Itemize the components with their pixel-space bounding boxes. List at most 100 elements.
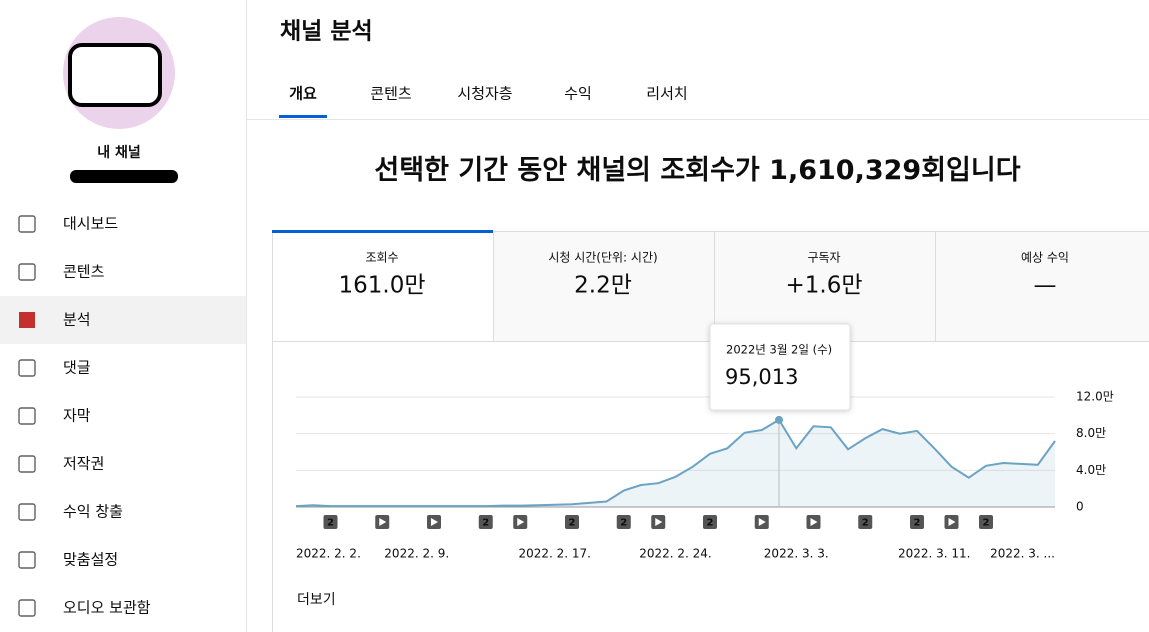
video-event[interactable] bbox=[754, 515, 769, 529]
nav-icon bbox=[18, 215, 36, 233]
metric-label: 예상 수익 bbox=[1021, 251, 1069, 265]
tab[interactable]: 수익 bbox=[564, 85, 592, 103]
event-box bbox=[703, 515, 717, 529]
video-event[interactable]: 2 bbox=[616, 515, 631, 529]
nav-item[interactable]: 저작권 bbox=[63, 455, 104, 473]
x-tick-label: 2022. 3. 11. bbox=[898, 547, 971, 561]
more-link[interactable]: 더보기 bbox=[297, 592, 336, 608]
video-event[interactable]: 2 bbox=[703, 515, 717, 529]
metric-label: 조회수 bbox=[365, 251, 398, 265]
metric-card-accent bbox=[272, 230, 493, 233]
video-event[interactable]: 2 bbox=[858, 515, 873, 529]
event-play-icon bbox=[379, 518, 387, 526]
event-count: 2 bbox=[983, 518, 990, 529]
video-event[interactable] bbox=[513, 515, 528, 529]
page-title: 채널 분석 bbox=[280, 19, 373, 45]
video-event[interactable] bbox=[806, 515, 821, 529]
tooltip-date: 2022년 3월 2일 (수) bbox=[726, 343, 832, 357]
metric-value: +1.6만 bbox=[785, 273, 862, 299]
video-event[interactable]: 2 bbox=[565, 515, 579, 529]
video-event[interactable] bbox=[427, 515, 441, 529]
x-tick-label: 2022. 2. 24. bbox=[639, 547, 712, 561]
nav-icon bbox=[18, 599, 36, 617]
nav-icon bbox=[18, 455, 36, 473]
redaction bbox=[70, 170, 178, 183]
nav-icon bbox=[18, 359, 36, 377]
metric-value: 161.0만 bbox=[338, 273, 425, 299]
y-tick-label: 4.0만 bbox=[1076, 463, 1106, 477]
tab-underline bbox=[279, 115, 327, 118]
nav-item[interactable]: 수익 창출 bbox=[63, 503, 123, 521]
y-tick-label: 0 bbox=[1076, 500, 1084, 514]
nav-item[interactable]: 콘텐츠 bbox=[63, 263, 105, 281]
y-tick-label: 12.0만 bbox=[1076, 390, 1114, 404]
x-tick-label: 2022. 2. 9. bbox=[384, 547, 449, 561]
tooltip-value: 95,013 bbox=[725, 365, 798, 389]
video-event[interactable]: 2 bbox=[323, 515, 338, 529]
video-event[interactable] bbox=[944, 515, 959, 529]
event-play-icon bbox=[517, 518, 525, 526]
headline-number: 1,610,329 bbox=[769, 155, 922, 186]
nav-item[interactable]: 오디오 보관함 bbox=[63, 599, 151, 617]
nav-icon bbox=[18, 263, 36, 281]
video-event[interactable]: 2 bbox=[478, 515, 493, 529]
nav-icon bbox=[19, 312, 35, 328]
nav-item[interactable]: 대시보드 bbox=[63, 215, 118, 233]
event-play-icon bbox=[810, 518, 818, 526]
nav-item[interactable]: 댓글 bbox=[63, 359, 91, 377]
nav-active-bg bbox=[0, 296, 246, 344]
video-event[interactable]: 2 bbox=[979, 515, 993, 529]
x-tick-label: 2022. 3. 3. bbox=[764, 547, 829, 561]
video-event[interactable] bbox=[375, 515, 390, 529]
event-box bbox=[858, 515, 873, 529]
nav-icon bbox=[18, 407, 36, 425]
metric-label: 시청 시간(단위: 시간) bbox=[548, 251, 657, 265]
headline-text: 선택한 기간 동안 채널의 조회수가 bbox=[374, 155, 760, 186]
tab[interactable]: 콘텐츠 bbox=[370, 85, 412, 103]
video-event[interactable] bbox=[651, 515, 666, 529]
redaction bbox=[68, 43, 162, 107]
event-count: 2 bbox=[620, 518, 627, 529]
area bbox=[296, 419, 1055, 507]
event-count: 2 bbox=[914, 518, 921, 529]
nav-icon bbox=[18, 503, 36, 521]
tab[interactable]: 개요 bbox=[289, 85, 317, 103]
hover-point bbox=[775, 415, 783, 424]
x-tick-label: 2022. 2. 2. bbox=[296, 547, 361, 561]
x-tick-label: 2022. 3. ... bbox=[990, 547, 1055, 561]
x-tick-label: 2022. 2. 17. bbox=[518, 547, 591, 561]
tab[interactable]: 시청자층 bbox=[457, 85, 512, 103]
headline-text: 회입니다 bbox=[921, 155, 1021, 186]
event-play-icon bbox=[431, 518, 438, 526]
event-play-icon bbox=[655, 518, 663, 526]
event-box bbox=[910, 515, 924, 529]
nav-item[interactable]: 분석 bbox=[63, 311, 91, 329]
nav-item[interactable]: 맞춤설정 bbox=[63, 551, 118, 569]
nav-icon bbox=[18, 551, 36, 569]
tab[interactable]: 리서치 bbox=[646, 85, 687, 103]
event-box bbox=[565, 515, 579, 529]
event-box bbox=[478, 515, 493, 529]
event-box bbox=[979, 515, 993, 529]
event-play-icon bbox=[948, 518, 956, 526]
event-box bbox=[323, 515, 338, 529]
event-count: 2 bbox=[707, 518, 714, 529]
metric-value: — bbox=[1034, 273, 1057, 299]
event-box bbox=[616, 515, 631, 529]
headline: 선택한 기간 동안 채널의 조회수가 1,610,329회입니다 bbox=[246, 148, 1149, 187]
event-count: 2 bbox=[327, 518, 334, 529]
channel-name: 내 채널 bbox=[97, 145, 141, 161]
metric-card[interactable] bbox=[714, 231, 936, 342]
event-count: 2 bbox=[569, 518, 576, 529]
tooltip bbox=[709, 323, 851, 411]
event-play-icon bbox=[758, 518, 766, 526]
video-event[interactable]: 2 bbox=[910, 515, 924, 529]
event-count: 2 bbox=[862, 518, 869, 529]
metric-value: 2.2만 bbox=[574, 273, 632, 299]
metric-label: 구독자 bbox=[807, 251, 840, 265]
line bbox=[295, 418, 1056, 508]
y-tick-label: 8.0만 bbox=[1076, 426, 1106, 440]
nav-item[interactable]: 자막 bbox=[63, 407, 91, 425]
